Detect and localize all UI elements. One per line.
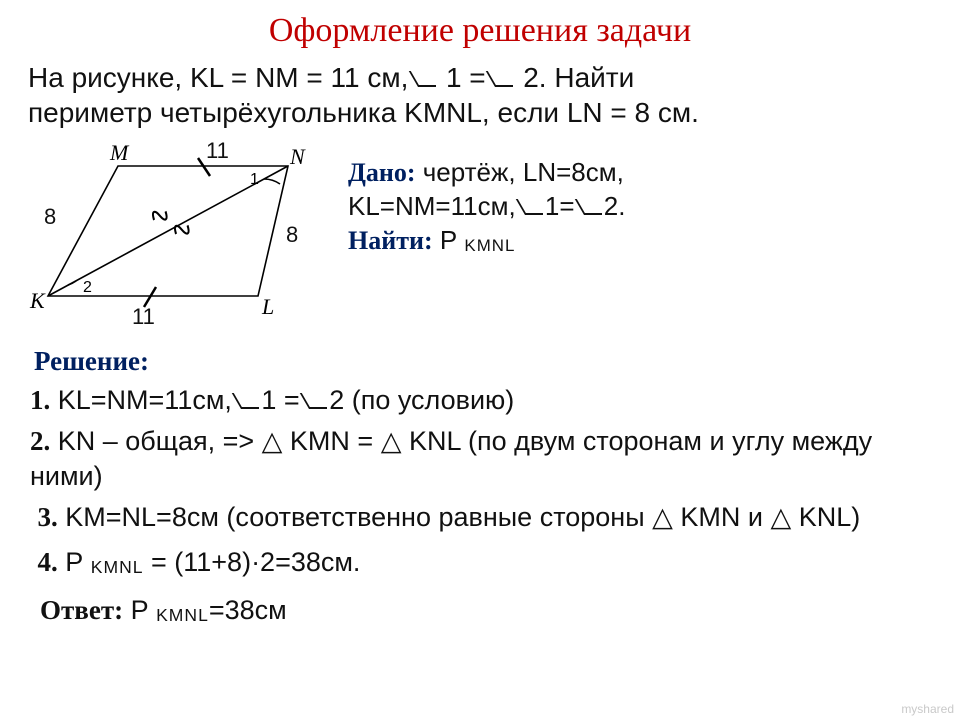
given-label: Дано: [348,158,416,187]
problem-l2: периметр четырёхугольника KMNL, если LN … [28,97,699,128]
triangle-icon: △ [262,426,290,456]
step-num: 4. [38,547,58,577]
problem-l1a: На рисунке, KL = NM = 11 см, [28,62,416,93]
step-4: 4. Р KMNL = (11+8)·2=38см. [30,545,932,580]
side-MN-label: 11 [206,138,229,164]
given-d: 2. [604,191,626,221]
answer-sub: KMNL [156,605,209,625]
page-title: Оформление решения задачи [0,0,960,50]
side-NL-label: 8 [286,222,298,248]
step-text: KN – общая, => [50,426,261,456]
solution-header: Решение: [34,344,932,379]
geometry-diagram: ∿ ∿ M N K L 1 2 11 11 8 8 [28,136,348,336]
step-text: Р [58,547,91,577]
side-KM-label: 8 [44,204,56,230]
step-2: 2. KN – общая, => △ KMN = △ KNL (по двум… [30,424,932,494]
step-text: = (11+8)·2=38см. [144,547,361,577]
angle-2-label: 2 [83,279,92,296]
answer-text: Р [123,595,156,625]
watermark: myshared [901,702,954,716]
step-3: 3. KM=NL=8см (соответственно равные стор… [30,500,932,535]
given-a: чертёж, LN=8см, [416,157,624,187]
triangle-icon: △ [770,502,798,532]
step-text: KMN = [290,426,381,456]
step-1: 1. KL=NM=11см, 1 = 2 (по условию) [30,383,932,418]
answer-tail: =38см [209,595,287,625]
step-text: KMN и [680,502,770,532]
answer-label: Ответ: [40,595,123,625]
angle-icon [239,393,261,411]
angle-icon [523,199,545,217]
triangle-icon: △ [652,502,680,532]
find-text: Р [433,225,465,255]
problem-l1b: 1 = [446,62,493,93]
solution-block: Решение: 1. KL=NM=11см, 1 = 2 (по услови… [0,336,960,581]
triangle-icon: △ [381,426,409,456]
angle-1-label: 1 [250,171,259,188]
step-num: 3. [38,502,58,532]
given-block: Дано: чертёж, LN=8см, KL=NM=11см, 1= 2. … [348,136,625,257]
step-num: 2. [30,426,50,456]
problem-statement: На рисунке, KL = NM = 11 см, 1 = 2. Найт… [0,50,960,130]
find-label: Найти: [348,226,433,255]
step-text: KL=NM=11см, [50,385,239,415]
vertex-M: M [109,140,130,165]
step-text: 2 (по условию) [329,385,514,415]
angle-icon [582,199,604,217]
step-text: 1 = [261,385,307,415]
diagram-svg: ∿ ∿ M N K L 1 2 [28,136,348,336]
given-c: 1= [545,191,582,221]
answer-block: Ответ: Р KMNL=38см [0,587,960,626]
vertex-L: L [261,294,274,319]
find-sub: KMNL [464,236,515,255]
angle-icon [416,71,438,89]
problem-l1c: 2. Найти [523,62,634,93]
step-sub: KMNL [91,557,144,577]
step-text: KM=NL=8см (соответственно равные стороны [58,502,652,532]
step-num: 1. [30,385,50,415]
given-b: KL=NM=11см, [348,191,523,221]
side-KL-label: 11 [132,304,155,330]
angle-icon [307,393,329,411]
angle-icon [493,71,515,89]
step-text: KNL) [799,502,861,532]
upper-row: ∿ ∿ M N K L 1 2 11 11 8 8 Дано: чертёж, … [0,130,960,336]
vertex-K: K [29,288,46,313]
vertex-N: N [289,144,306,169]
